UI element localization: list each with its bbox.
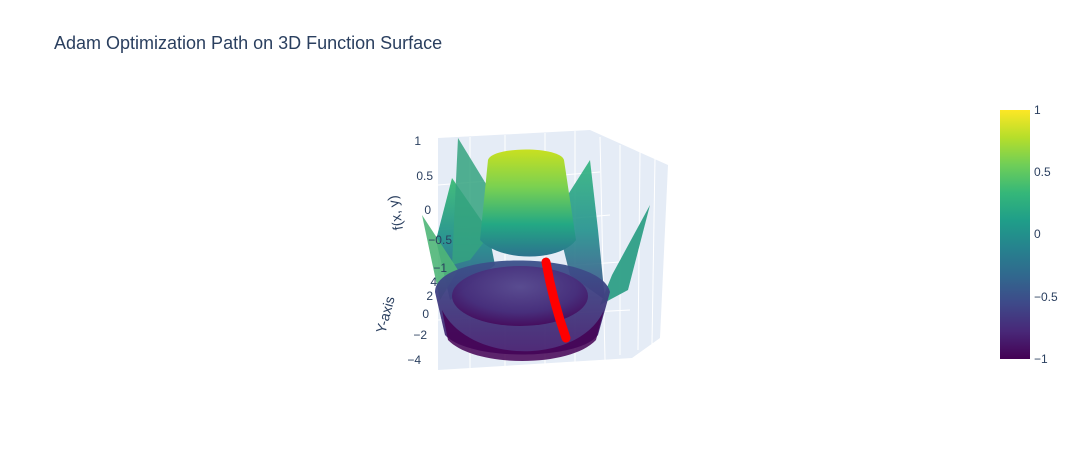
y-axis-title: Y-axis (373, 294, 398, 334)
colorbar-tick: −1 (1034, 352, 1048, 366)
y-tick: −4 (407, 353, 421, 367)
colorbar-tick: 0 (1034, 227, 1041, 241)
y-tick: 0 (422, 307, 429, 321)
z-tick: 1 (414, 134, 421, 148)
y-tick: 2 (426, 289, 433, 303)
z-tick: −0.5 (428, 233, 452, 247)
colorbar (1000, 110, 1030, 359)
z-tick: 0 (424, 203, 431, 217)
colorbar-tick: 0.5 (1034, 165, 1051, 179)
z-axis-title: f(x, y) (384, 194, 406, 231)
chart-title: Adam Optimization Path on 3D Function Su… (54, 33, 443, 53)
colorbar-tick: −0.5 (1034, 290, 1058, 304)
y-tick: −2 (413, 328, 427, 342)
z-tick: 0.5 (416, 169, 433, 183)
y-tick: 4 (430, 275, 437, 289)
colorbar-tick: 1 (1034, 103, 1041, 117)
z-tick: −1 (433, 261, 447, 275)
z-axis: 1 0.5 0 −0.5 −1 f(x, y) (384, 134, 452, 275)
optimization-path[interactable] (541, 257, 571, 343)
y-axis: 4 2 0 −2 −4 Y-axis (373, 275, 438, 367)
